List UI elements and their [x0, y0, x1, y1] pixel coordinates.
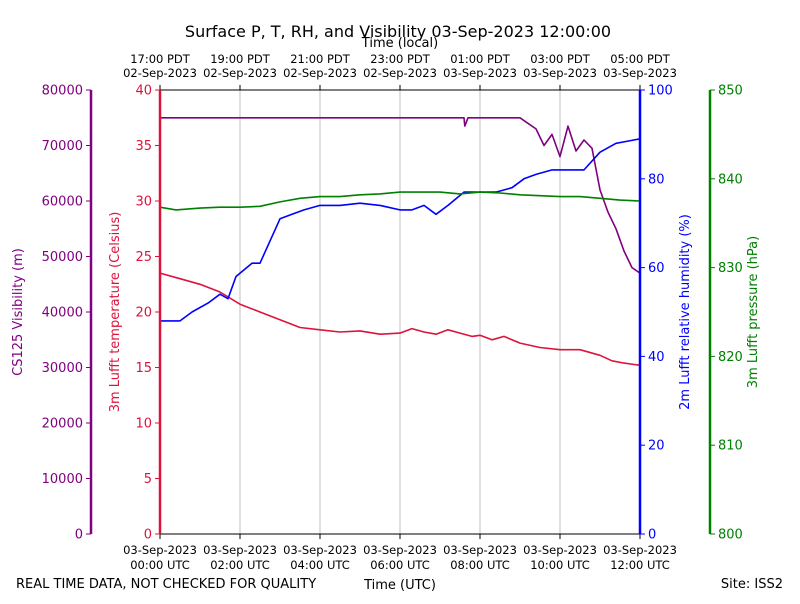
- footer-quality-note: REAL TIME DATA, NOT CHECKED FOR QUALITY: [16, 577, 316, 592]
- y-tick-label-temp: 10: [135, 417, 152, 432]
- x-tick-label-date: 03-Sep-2023: [443, 543, 517, 557]
- y-tick-label-vis: 40000: [42, 306, 83, 321]
- series-group: [159, 117, 641, 367]
- y-tick-label-rh: 0: [648, 528, 656, 543]
- y-axis-label-vis: CS125 Visibility (m): [11, 248, 26, 376]
- y-axis-label-pres: 3m Lufft pressure (hPa): [746, 236, 761, 388]
- x-tick-label-time: 06:00 UTC: [370, 558, 430, 572]
- x-tick-label-date: 03-Sep-2023: [123, 543, 197, 557]
- x-axis-label: Time (UTC): [363, 578, 436, 593]
- top-x-tick-label-date: 02-Sep-2023: [123, 66, 197, 80]
- y-tick-label-temp: 20: [135, 306, 152, 321]
- y-tick-label-rh: 40: [648, 350, 665, 365]
- y-tick-label-pres: 840: [718, 172, 743, 187]
- y-tick-label-rh: 20: [648, 439, 665, 454]
- x-tick-label-date: 03-Sep-2023: [203, 543, 277, 557]
- top-x-tick-label-time: 23:00 PDT: [370, 52, 431, 66]
- series-line-temp: [159, 272, 641, 367]
- y-tick-label-rh: 100: [648, 84, 673, 99]
- y-tick-label-pres: 850: [718, 84, 743, 99]
- y-tick-label-temp: 0: [144, 528, 152, 543]
- x-tick-label-date: 03-Sep-2023: [283, 543, 357, 557]
- series-line-rh: [160, 138, 641, 322]
- x-tick-label-time: 02:00 UTC: [210, 558, 270, 572]
- y-tick-label-pres: 810: [718, 439, 743, 454]
- y-tick-label-vis: 80000: [42, 84, 83, 99]
- top-x-tick-label-date: 03-Sep-2023: [523, 66, 597, 80]
- y-tick-label-vis: 10000: [42, 472, 83, 487]
- y-tick-label-temp: 5: [144, 472, 152, 487]
- top-x-axis-label: Time (local): [361, 36, 438, 51]
- y-tick-label-pres: 830: [718, 261, 743, 276]
- top-x-tick-label-date: 03-Sep-2023: [443, 66, 517, 80]
- y-tick-label-rh: 60: [648, 261, 665, 276]
- y-tick-label-vis: 50000: [42, 250, 83, 265]
- x-tick-label-time: 04:00 UTC: [290, 558, 350, 572]
- x-tick-label-time: 10:00 UTC: [530, 558, 590, 572]
- y-tick-label-vis: 60000: [42, 195, 83, 210]
- top-x-tick-label-date: 03-Sep-2023: [603, 66, 677, 80]
- top-x-tick-label-date: 02-Sep-2023: [203, 66, 277, 80]
- x-tick-label-time: 08:00 UTC: [450, 558, 510, 572]
- y-tick-label-temp: 35: [135, 139, 152, 154]
- y-axis-label-temp: 3m Lufft temperature (Celsius): [108, 212, 123, 413]
- gridlines: [239, 90, 561, 534]
- y-tick-label-vis: 20000: [42, 417, 83, 432]
- top-x-tick-label-date: 02-Sep-2023: [283, 66, 357, 80]
- top-x-tick-label-time: 05:00 PDT: [610, 52, 671, 66]
- y-tick-label-rh: 80: [648, 172, 665, 187]
- top-x-tick-label-time: 17:00 PDT: [130, 52, 191, 66]
- x-tick-label-date: 03-Sep-2023: [523, 543, 597, 557]
- x-tick-label-date: 03-Sep-2023: [363, 543, 437, 557]
- y-axis-label-rh: 2m Lufft relative humidity (%): [678, 214, 693, 410]
- x-tick-label-date: 03-Sep-2023: [603, 543, 677, 557]
- top-x-tick-label-time: 03:00 PDT: [530, 52, 591, 66]
- chart-title: Surface P, T, RH, and Visibility 03-Sep-…: [185, 22, 611, 41]
- y-tick-label-vis: 30000: [42, 361, 83, 376]
- y-tick-label-temp: 15: [135, 361, 152, 376]
- y-tick-label-vis: 70000: [42, 139, 83, 154]
- y-tick-label-pres: 800: [718, 528, 743, 543]
- y-tick-label-temp: 25: [135, 250, 152, 265]
- footer-site: Site: ISS2: [721, 577, 783, 592]
- y-tick-label-temp: 40: [135, 84, 152, 99]
- x-tick-label-time: 12:00 UTC: [610, 558, 670, 572]
- series-line-pres: [159, 191, 641, 211]
- top-x-tick-label-date: 02-Sep-2023: [363, 66, 437, 80]
- y-tick-label-vis: 0: [75, 528, 83, 543]
- series-line-vis: [160, 117, 641, 274]
- y-tick-label-pres: 820: [718, 350, 743, 365]
- top-x-tick-label-time: 19:00 PDT: [210, 52, 271, 66]
- y-tick-label-temp: 30: [135, 195, 152, 210]
- top-x-tick-label-time: 01:00 PDT: [450, 52, 511, 66]
- top-x-tick-label-time: 21:00 PDT: [290, 52, 351, 66]
- x-tick-label-time: 00:00 UTC: [130, 558, 190, 572]
